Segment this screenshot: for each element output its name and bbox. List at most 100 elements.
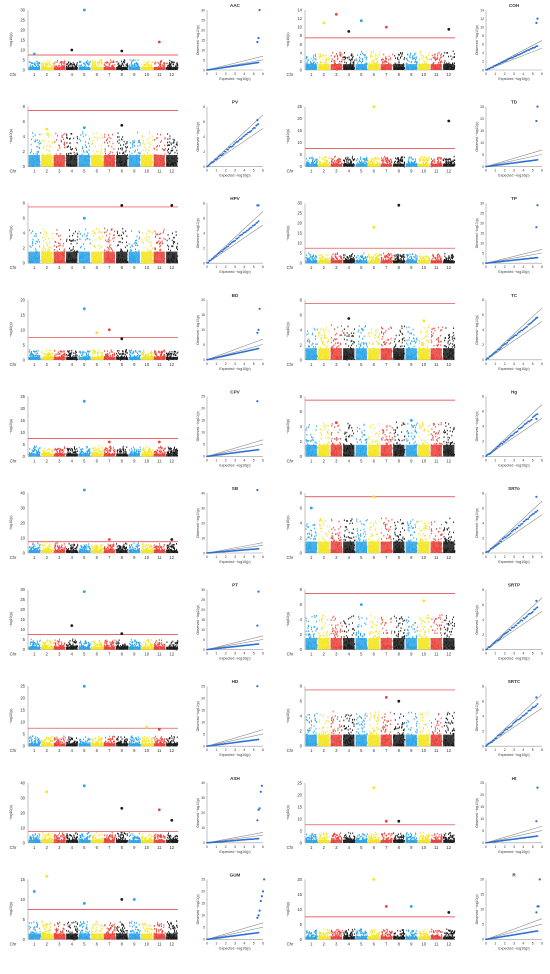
snp-point: [71, 133, 73, 135]
snp-point: [448, 63, 450, 65]
snp-point: [50, 146, 51, 148]
chromosome-band: [153, 155, 165, 167]
snp-point: [452, 160, 454, 163]
snp-point: [136, 239, 137, 242]
snp-point: [63, 63, 65, 65]
snp-point: [143, 246, 145, 248]
snp-point: [325, 59, 327, 62]
snp-point: [352, 155, 353, 158]
snp-point: [451, 161, 453, 163]
snp-point: [89, 262, 91, 264]
snp-point: [45, 63, 46, 65]
snp-point: [108, 64, 110, 66]
qq-point: [499, 62, 501, 65]
snp-point: [164, 136, 166, 139]
snp-point: [369, 56, 371, 58]
snp-point: [418, 158, 420, 160]
qq-title: HPV: [230, 196, 240, 201]
snp-point: [111, 61, 113, 63]
snp-point: [440, 161, 441, 164]
x-tick-label: 1: [215, 72, 217, 76]
y-tick-label: 5: [23, 58, 26, 63]
snp-point: [144, 237, 146, 240]
snp-point: [52, 142, 53, 144]
snp-point: [47, 134, 49, 137]
snp-point: [35, 234, 37, 236]
snp-point: [305, 256, 307, 259]
snp-point: [146, 66, 148, 68]
snp-point: [345, 56, 347, 59]
snp-point: [453, 53, 455, 55]
chromosome-tick-label: 10: [421, 72, 426, 77]
snp-point: [354, 59, 356, 62]
snp-point: [313, 61, 315, 63]
snp-point: [95, 65, 96, 67]
chromosome-tick-label: 2: [46, 265, 49, 270]
x-tick-label: 3: [234, 72, 236, 76]
snp-point: [320, 161, 322, 163]
snp-point: [176, 141, 178, 144]
snp-point: [136, 242, 137, 244]
peak-snp: [384, 25, 388, 29]
snp-point: [370, 157, 372, 160]
y-tick-label: 6: [203, 120, 205, 124]
snp-point: [371, 55, 373, 58]
snp-point: [319, 55, 321, 58]
snp-point: [118, 139, 120, 141]
snp-point: [176, 63, 178, 65]
snp-point: [134, 59, 136, 61]
snp-point: [124, 154, 126, 156]
snp-point: [143, 64, 145, 66]
snp-point: [47, 250, 49, 252]
snp-point: [31, 62, 32, 64]
snp-point: [101, 152, 103, 154]
qq-point: [209, 259, 212, 262]
snp-point: [452, 159, 454, 162]
snp-point: [158, 233, 160, 236]
y-axis-label: −log10(p): [286, 129, 290, 144]
snp-point: [360, 162, 362, 164]
qq-point: [254, 127, 256, 129]
snp-point: [412, 55, 414, 57]
snp-point: [171, 147, 173, 149]
y-tick-label: 0: [300, 164, 303, 169]
snp-point: [323, 162, 325, 164]
snp-point: [163, 228, 165, 231]
snp-point: [347, 159, 349, 162]
snp-point: [347, 161, 349, 164]
chromosome-band: [330, 163, 342, 167]
snp-point: [120, 144, 122, 146]
snp-point: [326, 57, 328, 60]
snp-point: [382, 162, 384, 165]
snp-point: [162, 64, 164, 66]
snp-point: [92, 143, 94, 145]
snp-point: [176, 62, 178, 64]
snp-point: [306, 56, 307, 58]
snp-point: [71, 239, 73, 242]
snp-point: [390, 158, 391, 161]
x-tick-label: 2: [225, 72, 227, 76]
snp-point: [104, 231, 105, 234]
x-tick-label: 4: [522, 169, 524, 173]
snp-point: [305, 62, 307, 65]
snp-point: [34, 140, 36, 143]
x-tick-label: 0: [206, 72, 208, 76]
snp-point: [119, 64, 121, 66]
snp-point: [334, 62, 336, 64]
snp-point: [385, 57, 386, 60]
snp-point: [118, 66, 120, 68]
snp-point: [414, 57, 416, 59]
snp-point: [387, 158, 389, 161]
snp-point: [364, 161, 365, 163]
snp-point: [388, 62, 389, 64]
snp-point: [96, 228, 97, 230]
snp-point: [131, 61, 132, 63]
chromosome-band: [305, 64, 317, 70]
snp-point: [109, 239, 111, 242]
snp-point: [332, 161, 333, 163]
snp-point: [151, 61, 153, 63]
snp-point: [83, 151, 85, 154]
snp-point: [386, 61, 388, 63]
chromosome-band: [116, 155, 128, 167]
y-tick-label: 20: [297, 116, 302, 121]
